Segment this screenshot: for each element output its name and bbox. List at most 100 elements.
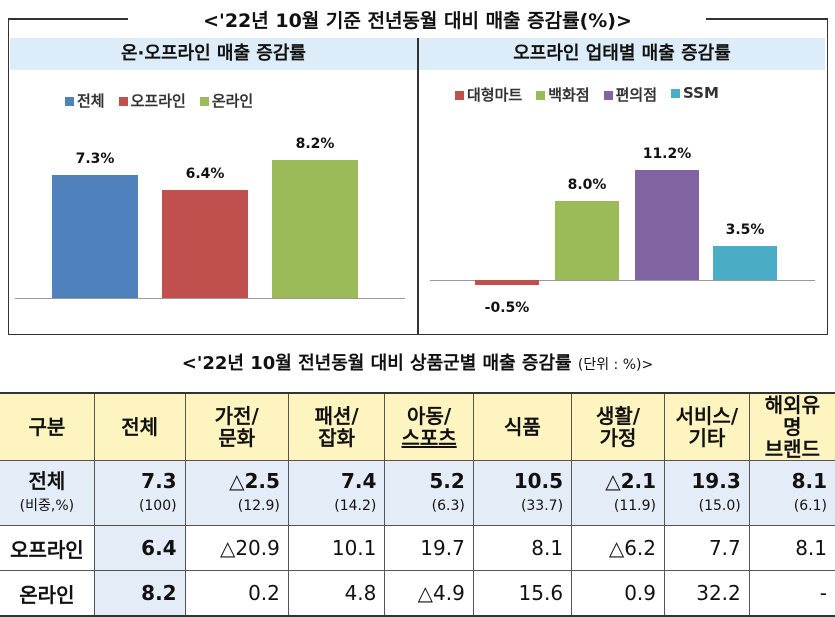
column-header: 구분: [0, 392, 95, 461]
chart1-data-label: 7.3%: [75, 151, 115, 168]
row-label: 온라인: [0, 570, 95, 617]
legend-item: SSM: [671, 84, 719, 105]
table-cell: 19.7: [384, 525, 474, 571]
table-row-total: 전체 (비중,%) 7.3 (100) △2.5 (12.9) 7.4 (14.2) 5.2 (6…: [0, 460, 835, 526]
header-text: 잡화: [318, 426, 356, 450]
row-label: 오프라인: [0, 525, 95, 571]
legend-item: 오프라인: [118, 90, 186, 111]
chart2-baseline: [430, 280, 815, 281]
table-cell: 0.9: [571, 570, 666, 617]
table-cell: △6.2: [571, 525, 666, 571]
header-text: 아동/: [407, 404, 452, 428]
legend-item: 백화점: [536, 84, 590, 105]
row-label: 전체 (비중,%): [0, 460, 95, 526]
table-cell: △2.5 (12.9): [184, 460, 289, 526]
legend-swatch: [603, 91, 613, 100]
cell-value: △2.1: [605, 468, 657, 493]
table-cell: 7.3 (100): [93, 460, 186, 526]
legend-swatch: [118, 97, 128, 106]
cell-share: (12.9): [237, 497, 280, 514]
legend-swatch: [65, 97, 74, 106]
category-table: 구분 전체 가전/문화 패션/잡화 아동/스포츠 식품 생활/가정 서비스/기타 해외유명 브랜드…: [0, 392, 835, 617]
cell-share: (15.0): [698, 497, 741, 514]
cell-share: (100): [138, 497, 177, 514]
column-header: 아동/스포츠: [384, 392, 474, 461]
table-cell: 19.3 (15.0): [664, 460, 750, 526]
main-title: <'22년 10월 기준 전년동월 대비 매출 증감률(%)>: [203, 10, 632, 32]
cell-share: (6.3): [431, 497, 465, 514]
legend-label: 온라인: [211, 92, 254, 110]
header-text: 가전/: [214, 404, 259, 428]
column-header: 생활/가정: [571, 392, 666, 461]
table-cell: △2.1 (11.9): [571, 460, 666, 526]
cell-share: (6.1): [793, 497, 827, 514]
column-header: 해외유명 브랜드: [748, 392, 835, 461]
table-cell: 0.2: [184, 570, 289, 617]
table-header-row: 구분 전체 가전/문화 패션/잡화 아동/스포츠 식품 생활/가정 서비스/기타 해외유명 브랜드: [0, 392, 835, 461]
chart1-bar: [162, 190, 248, 298]
chart2-legend: 대형마트 백화점 편의점 SSM: [455, 84, 719, 105]
cell-value: 8.1: [791, 468, 827, 493]
table-cell: 10.1: [287, 525, 386, 571]
row-sublabel: (비중,%): [19, 497, 75, 514]
legend-label: 편의점: [615, 86, 658, 104]
table-cell: △4.9: [384, 570, 474, 617]
table-cell: 7.4 (14.2): [287, 460, 386, 526]
legend-swatch: [455, 91, 464, 100]
header-text: 해외유명: [764, 393, 820, 439]
column-header: 전체: [93, 392, 186, 461]
table-row-offline: 오프라인 6.4 △20.9 10.1 19.7 8.1 △6.2 7.7 8.1: [0, 525, 835, 571]
legend-item: 대형마트: [455, 84, 522, 105]
chart1-data-label: 8.2%: [295, 136, 335, 153]
table-cell: 15.6: [472, 570, 573, 617]
chart1-title: 온·오프라인 매출 증감률: [10, 38, 417, 70]
legend-swatch: [199, 97, 209, 106]
column-header: 식품: [472, 392, 573, 461]
legend-label: SSM: [683, 84, 719, 102]
chart1-legend: 전체 오프라인 온라인: [65, 90, 253, 111]
cell-value: 5.2: [429, 468, 465, 493]
table-cell: 8.1 (6.1): [748, 460, 835, 526]
legend-item: 온라인: [199, 90, 254, 111]
header-text: 가정: [599, 426, 637, 450]
chart2-bar: [635, 169, 699, 280]
table-cell: 10.5 (33.7): [472, 460, 573, 526]
cell-value: 7.3: [141, 468, 177, 493]
header-text: 패션/: [314, 404, 359, 428]
cell-share: (33.7): [520, 497, 564, 514]
chart2-data-label: 3.5%: [725, 221, 765, 238]
legend-item: 전체: [65, 90, 105, 111]
chart2-title: 오프라인 업태별 매출 증감률: [419, 38, 825, 70]
header-text: 식품: [504, 415, 541, 439]
chart2-bar: [713, 245, 777, 280]
chart2-data-label: -0.5%: [484, 300, 530, 316]
chart2-bar: [475, 280, 539, 285]
chart1-bar: [52, 175, 138, 298]
table-cell: △20.9: [184, 525, 289, 571]
cell-value: △2.5: [229, 468, 280, 493]
chart1-data-label: 6.4%: [185, 166, 225, 183]
table-cell: 8.2: [93, 570, 186, 617]
header-text: 스포츠: [401, 426, 457, 450]
chart2-bar: [555, 201, 619, 280]
header-text: 생활/: [595, 404, 641, 428]
cell-value: 7.4: [340, 468, 377, 493]
legend-label: 전체: [77, 92, 105, 110]
table-row-online: 온라인 8.2 0.2 4.8 △4.9 15.6 0.9 32.2-: [0, 570, 835, 617]
header-text: 브랜드: [764, 437, 820, 461]
column-header: 패션/잡화: [287, 392, 386, 461]
legend-item: 편의점: [603, 84, 658, 105]
header-text: 구분: [28, 415, 66, 439]
chart2-data-label: 11.2%: [642, 145, 692, 162]
legend-swatch: [536, 91, 546, 100]
legend-label: 백화점: [548, 86, 590, 104]
table-cell: 5.2 (6.3): [384, 460, 474, 526]
header-text: 기타: [688, 426, 726, 450]
cell-share: (14.2): [334, 497, 377, 514]
header-text: 문화: [218, 426, 256, 450]
chart2-data-label: 8.0%: [567, 177, 607, 194]
chart1-baseline: [15, 298, 405, 299]
chart1-bar: [272, 160, 358, 298]
legend-label: 오프라인: [130, 92, 186, 110]
column-header: 가전/문화: [184, 392, 289, 461]
